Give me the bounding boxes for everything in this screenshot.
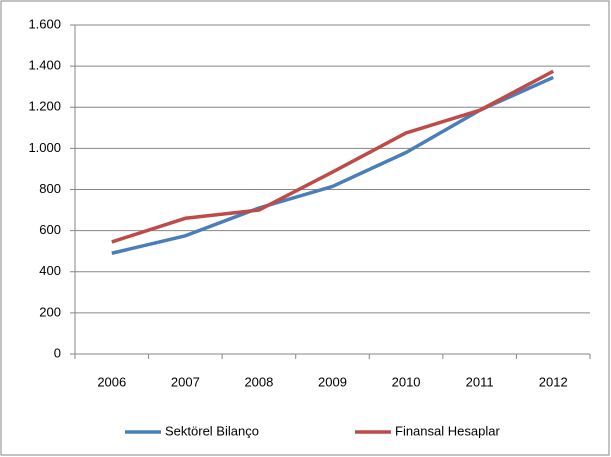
y-tick-label: 800 xyxy=(39,181,61,196)
x-tick-label: 2007 xyxy=(171,374,200,389)
y-tick-label: 1.000 xyxy=(28,140,61,155)
y-tick-label: 600 xyxy=(39,222,61,237)
x-tick-label: 2010 xyxy=(392,374,421,389)
y-tick-label: 200 xyxy=(39,304,61,319)
legend-label: Sektörel Bilanço xyxy=(165,423,259,438)
y-tick-label: 1.400 xyxy=(28,58,61,73)
x-tick-label: 2009 xyxy=(318,374,347,389)
y-tick-label: 0 xyxy=(54,345,61,360)
x-tick-label: 2012 xyxy=(539,374,568,389)
x-tick-label: 2011 xyxy=(466,374,494,389)
legend-label: Finansal Hesaplar xyxy=(395,423,500,438)
x-tick-label: 2008 xyxy=(244,374,273,389)
y-tick-label: 1.600 xyxy=(28,16,61,31)
x-tick-label: 2006 xyxy=(97,374,126,389)
y-tick-label: 1.200 xyxy=(28,99,61,114)
series-line xyxy=(111,69,555,244)
y-tick-label: 400 xyxy=(39,263,61,278)
